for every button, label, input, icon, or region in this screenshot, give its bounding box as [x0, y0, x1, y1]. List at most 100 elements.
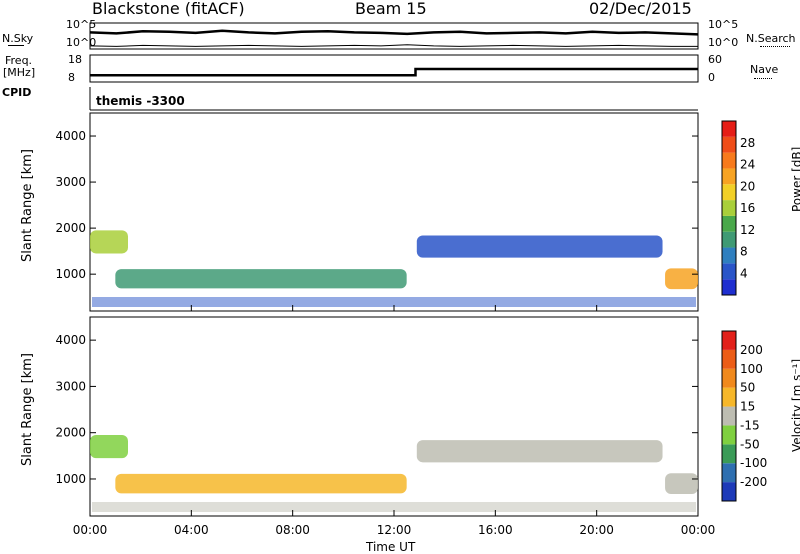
velocity-ylabel: Slant Range [km]	[20, 353, 35, 466]
ytick-label-0-0: 1000	[55, 267, 86, 281]
power-ylabel: Slant Range [km]	[20, 149, 35, 262]
cbar-seg-7	[722, 349, 736, 369]
xlabel: Time UT	[366, 540, 416, 554]
ytick-label-0-2: 3000	[55, 175, 86, 189]
ytick-label-1-0: 1000	[55, 472, 86, 486]
cbar-seg-8	[722, 331, 736, 350]
cbar-seg-4	[722, 215, 736, 232]
band-0	[90, 435, 128, 459]
band-2	[416, 440, 663, 463]
freq-tick-low: 8	[68, 71, 75, 84]
date-label: 02/Dec/2015	[589, 0, 692, 18]
velocity-colorbar-label: Velocity [m s⁻¹]	[790, 358, 800, 452]
velocity-data	[90, 435, 698, 512]
cbar-seg-3	[722, 231, 736, 248]
cbar-seg-2	[722, 247, 736, 264]
band-3	[665, 268, 698, 290]
cbar-tick-6: -100	[740, 456, 767, 470]
cbar-seg-5	[722, 200, 736, 216]
cbar-frame	[721, 330, 737, 502]
xtick-label-3: 12:00	[377, 523, 412, 537]
cbar-tick-4: -15	[740, 418, 760, 432]
freq-series	[90, 67, 698, 77]
band-2	[416, 235, 663, 258]
cbar-tick-5: -50	[740, 437, 760, 451]
nsky-tick-high: 10^5	[66, 18, 97, 31]
cbar-tick-3: 16	[740, 201, 755, 215]
freq-tick-high: 18	[68, 53, 82, 66]
band-1	[115, 473, 407, 494]
beam-label: Beam 15	[355, 0, 427, 18]
cbar-tick-0: 28	[740, 136, 755, 150]
cbar-seg-1	[722, 263, 736, 280]
cbar-tick-3: 15	[740, 400, 755, 414]
nave-tick-low: 0	[708, 71, 715, 84]
freq-lines	[90, 67, 698, 77]
nave-legend-line	[754, 78, 772, 79]
cpid-value: themis -3300	[96, 94, 185, 108]
ytick-label-1-1: 2000	[55, 426, 86, 440]
cbar-seg-8	[722, 152, 736, 169]
cbar-tick-1: 100	[740, 362, 763, 376]
nsearch-tick-low: 10^0	[708, 36, 739, 49]
freq-unit: [MHz]	[3, 66, 36, 79]
nave-label: Nave	[750, 63, 779, 76]
ytick-label-0-3: 4000	[55, 129, 86, 143]
cbar-tick-2: 50	[740, 381, 755, 395]
cbar-seg-1	[722, 463, 736, 483]
cbar-tick-1: 24	[740, 158, 755, 172]
velocity-colorbar: 200 100 50 15 -15 -50 -100 -200	[721, 330, 767, 502]
noise-series-1	[89, 44, 698, 47]
cbar-seg-7	[722, 168, 736, 185]
freq-label: Freq.	[5, 54, 33, 67]
station-title: Blackstone (fitACF)	[92, 0, 245, 18]
cbar-seg-0	[722, 279, 736, 295]
ground-scatter	[92, 502, 696, 512]
power-data	[90, 230, 698, 307]
noise-panel-frame	[89, 22, 699, 50]
ytick-label-0-1: 2000	[55, 221, 86, 235]
xtick-label-1: 04:00	[174, 523, 209, 537]
nsearch-label: N.Search	[746, 32, 796, 45]
nsky-tick-low: 10^0	[66, 36, 97, 49]
ytick-label-1-3: 4000	[55, 333, 86, 347]
cbar-seg-9	[722, 136, 736, 153]
band-1	[115, 269, 407, 289]
nsearch-legend-line	[760, 46, 790, 47]
cbar-frame	[721, 120, 737, 296]
cbar-seg-2	[722, 444, 736, 464]
xtick-label-0: 00:00	[73, 523, 108, 537]
cbar-tick-4: 12	[740, 223, 755, 237]
ytick-label-1-2: 3000	[55, 379, 86, 393]
power-colorbar: 28 24 20 16 12 8 4	[721, 120, 755, 296]
cbar-tick-5: 8	[740, 245, 748, 259]
band-3	[665, 473, 698, 495]
xtick-label-6: 00:00	[681, 523, 716, 537]
cbar-seg-5	[722, 387, 736, 407]
nave-tick-high: 60	[708, 53, 722, 66]
cbar-seg-0	[722, 482, 736, 501]
noise-series-0	[89, 29, 699, 36]
xtick-label-5: 20:00	[579, 523, 614, 537]
band-0	[90, 230, 128, 254]
cbar-tick-2: 20	[740, 179, 755, 193]
cbar-seg-4	[722, 406, 736, 426]
ground-scatter	[92, 297, 696, 307]
cpid-label: CPID	[2, 86, 32, 99]
cbar-seg-6	[722, 368, 736, 388]
nsky-legend-line	[8, 45, 24, 46]
nsearch-tick-high: 10^5	[708, 18, 739, 31]
cbar-seg-3	[722, 425, 736, 445]
cbar-seg-10	[722, 121, 736, 137]
cbar-tick-0: 200	[740, 343, 763, 357]
power-colorbar-label: Power [dB]	[790, 146, 800, 212]
cbar-tick-7: -200	[740, 475, 767, 489]
xtick-label-2: 08:00	[275, 523, 310, 537]
cbar-seg-6	[722, 184, 736, 201]
nsky-label: N.Sky	[2, 32, 34, 45]
axes: 1000 2000 3000 4000 1000 2000 3000 4000 00:00 04:…	[55, 129, 715, 537]
xtick-label-4: 16:00	[478, 523, 513, 537]
noise-lines	[89, 29, 699, 47]
cbar-tick-6: 4	[740, 266, 748, 280]
